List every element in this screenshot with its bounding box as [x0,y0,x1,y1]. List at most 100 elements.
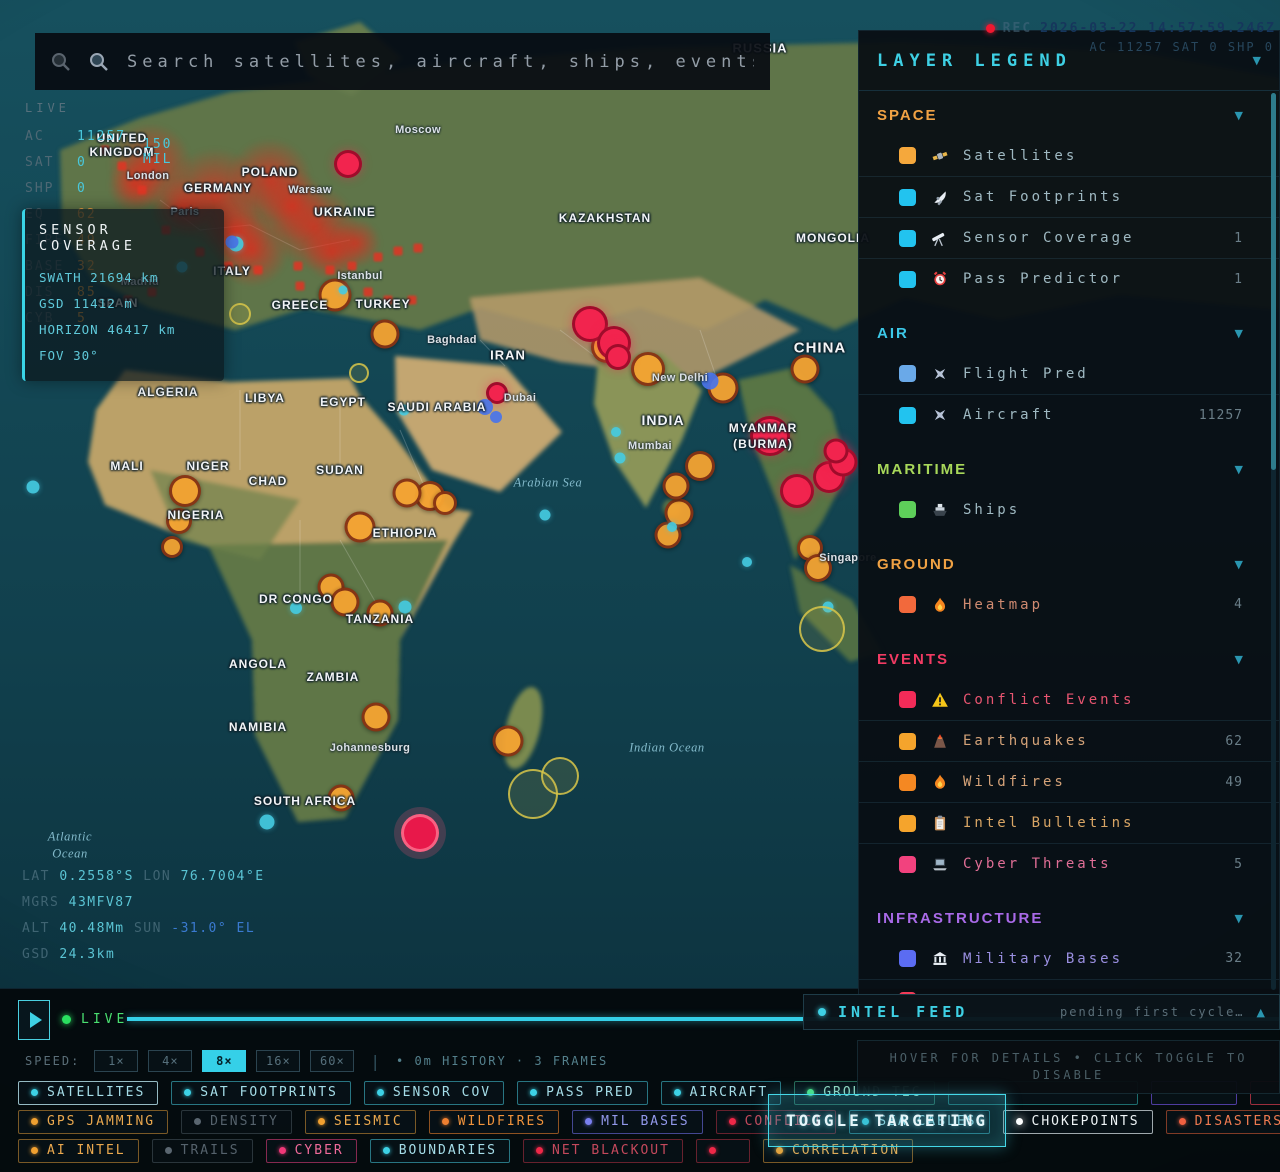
legend-row-ships[interactable]: Ships [859,489,1279,530]
toggle-label: MIL BASES [601,1114,689,1129]
layer-toggle[interactable] [899,950,916,967]
live-dot-icon [62,1015,71,1024]
legend-row-conflict-events[interactable]: Conflict Events [859,679,1279,720]
legend-scrollbar[interactable] [1271,93,1276,990]
status-dot-icon [1016,1118,1023,1125]
warning-icon [931,691,949,709]
chevron-down-icon[interactable]: ▼ [1235,463,1243,476]
hint-line-1: HOVER FOR DETAILS • CLICK TOGGLE TO [890,1050,1248,1067]
layer-toggle-button-chokepoints[interactable]: CHOKEPOINTS [1003,1110,1153,1134]
chevron-down-icon[interactable]: ▼ [1235,327,1243,340]
layer-toggle-button-disasters[interactable]: DISASTERS [1166,1110,1280,1134]
sensor-tooltip-title: SENSOR COVERAGE [39,222,210,254]
chevron-down-icon[interactable]: ▼ [1235,109,1243,122]
layer-toggle-button-sat-footprints[interactable]: SAT FOOTPRINTS [171,1081,351,1105]
toggle-label: DENSITY [210,1114,279,1129]
legend-section-events[interactable]: EVENTS▼ [859,639,1279,679]
status-dot-icon [709,1147,716,1154]
play-button[interactable] [18,1000,50,1040]
section-title: AIR [877,325,1235,342]
chevron-down-icon[interactable]: ▼ [1235,653,1243,666]
layer-toggle-button-pass-pred[interactable]: PASS PRED [517,1081,647,1105]
volcano-icon [931,732,949,750]
plane-icon [931,406,949,424]
layer-toggle-button-cyber[interactable]: CYBER [266,1139,357,1163]
speed-label: SPEED: [25,1054,80,1068]
layer-toggle-button-hidden[interactable] [696,1139,750,1163]
layer-toggle[interactable] [899,271,916,288]
layer-label: Conflict Events [963,692,1243,708]
legend-section-ground[interactable]: GROUND▼ [859,544,1279,584]
status-dot-icon [674,1089,681,1096]
chevron-down-icon[interactable]: ▼ [1235,558,1243,571]
intel-feed-hint: HOVER FOR DETAILS • CLICK TOGGLE TO DISA… [857,1040,1280,1094]
layer-toggle-button-trails[interactable]: TRAILS [152,1139,253,1163]
entity-counts: AC 11257 SAT 0 SHP 0 [1090,40,1275,54]
legend-row-intel-bulletins[interactable]: Intel Bulletins [859,802,1279,843]
legend-section-space[interactable]: SPACE▼ [859,95,1279,135]
layer-toggle-button-seismic[interactable]: SEISMIC [305,1110,416,1134]
search-icon [87,50,111,74]
layer-toggle-button-aircraft[interactable]: AIRCRAFT [661,1081,782,1105]
layer-toggle-button-mil-bases[interactable]: MIL BASES [572,1110,702,1134]
legend-section-maritime[interactable]: MARITIME▼ [859,449,1279,489]
speed-controls: SPEED: 1×4×8×16×60× | • 0m HISTORY · 3 F… [25,1050,608,1072]
layer-label: Sat Footprints [963,189,1243,205]
layer-toggle[interactable] [899,774,916,791]
toggle-label: DISASTERS [1195,1114,1280,1129]
speed-button-8×[interactable]: 8× [202,1050,246,1072]
legend-row-hidden[interactable] [859,979,1279,995]
chevron-down-icon[interactable]: ▼ [1253,54,1261,67]
intel-feed-status: pending first cycle… [1060,1005,1245,1019]
speed-button-16×[interactable]: 16× [256,1050,300,1072]
layer-count: 32 [1225,951,1243,966]
telescope-icon [931,229,949,247]
layer-toggle-button-gps-jamming[interactable]: GPS JAMMING [18,1110,168,1134]
layer-toggle[interactable] [899,815,916,832]
legend-section-air[interactable]: AIR▼ [859,313,1279,353]
layer-toggle-button-wildfires[interactable]: WILDFIRES [429,1110,559,1134]
layer-toggle[interactable] [899,407,916,424]
status-dot-icon [1179,1118,1186,1125]
layer-toggle-button-ai-intel[interactable]: AI INTEL [18,1139,139,1163]
speed-button-60×[interactable]: 60× [310,1050,354,1072]
legend-section-infrastructure[interactable]: INFRASTRUCTURE▼ [859,898,1279,938]
layer-toggle-button-density[interactable]: DENSITY [181,1110,292,1134]
hud-live-label: LIVE [25,101,126,115]
layer-toggle-button-boundaries[interactable]: BOUNDARIES [370,1139,510,1163]
layer-toggle-button-satellites[interactable]: SATELLITES [18,1081,158,1105]
layer-toggle[interactable] [899,230,916,247]
layer-toggle[interactable] [899,856,916,873]
chevron-down-icon[interactable]: ▼ [1235,912,1243,925]
layer-toggle[interactable] [899,147,916,164]
chevron-up-icon[interactable]: ▲ [1257,1006,1265,1019]
layer-toggle[interactable] [899,733,916,750]
layer-toggle-button-sensor-cov[interactable]: SENSOR COV [364,1081,504,1105]
speed-button-4×[interactable]: 4× [148,1050,192,1072]
layer-toggle[interactable] [899,501,916,518]
search-input[interactable] [125,51,756,73]
toggle-targeting-text: TOGGLE TARGETING [786,1111,988,1130]
layer-count: 1 [1234,272,1243,287]
layer-toggle[interactable] [899,365,916,382]
layer-toggle[interactable] [899,596,916,613]
legend-row-satellites[interactable]: Satellites [859,135,1279,176]
legend-row-flight-pred[interactable]: Flight Pred [859,353,1279,394]
layer-toggle-button-net-blackout[interactable]: NET BLACKOUT [523,1139,683,1163]
speed-button-1×[interactable]: 1× [94,1050,138,1072]
layer-toggle[interactable] [899,691,916,708]
layer-label: Sensor Coverage [963,230,1234,246]
intel-feed-header[interactable]: INTEL FEED pending first cycle… ▲ [803,994,1280,1030]
layer-toggle[interactable] [899,189,916,206]
layer-count: 1 [1234,231,1243,246]
legend-row-sat-footprints[interactable]: Sat Footprints [859,176,1279,217]
rec-label: REC [1003,21,1032,36]
